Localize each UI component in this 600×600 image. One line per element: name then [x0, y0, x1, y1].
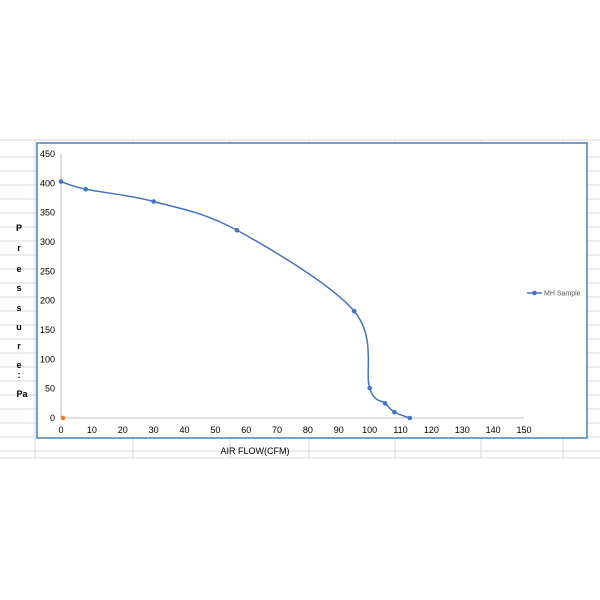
series-line	[60, 180, 411, 419]
x-tick-label: 50	[210, 425, 220, 435]
data-point[interactable]	[367, 385, 372, 391]
x-axis-title: AIR FLOW(CFM)	[220, 446, 290, 456]
y-axis-title-letter: Pa	[16, 389, 28, 399]
chart-area-border	[36, 142, 588, 439]
data-point[interactable]	[60, 415, 66, 421]
data-point[interactable]	[83, 186, 88, 192]
y-tick-label: 350	[40, 208, 55, 218]
y-axis-title-letter: e	[16, 360, 22, 370]
x-tick-label: 90	[334, 425, 344, 435]
y-tick-label: 250	[40, 266, 55, 276]
x-tick-label: 100	[362, 425, 377, 435]
data-point[interactable]	[382, 401, 388, 406]
y-tick-label: 400	[40, 178, 55, 188]
x-tick-label: 60	[241, 425, 251, 435]
y-axis-title-letter: e	[16, 264, 22, 274]
y-axis-title-letter: r	[17, 341, 21, 351]
y-axis-title-letter: s	[16, 303, 22, 313]
x-tick-label: 140	[486, 425, 501, 435]
legend-marker	[532, 290, 537, 296]
x-tick-label: 10	[87, 425, 97, 435]
x-tick-label: 110	[393, 425, 407, 435]
y-axis-title-letter: r	[17, 243, 21, 253]
data-point[interactable]	[151, 199, 156, 204]
data-point[interactable]	[407, 415, 413, 421]
y-tick-label: 0	[50, 413, 55, 423]
y-tick-label: 300	[40, 237, 55, 247]
y-axis-title-letter: P	[15, 223, 22, 233]
x-tick-label: 70	[272, 425, 282, 435]
y-axis-title-letter: u	[16, 322, 22, 332]
x-tick-label: 40	[179, 425, 189, 435]
data-point[interactable]	[234, 227, 240, 233]
x-tick-label: 80	[303, 425, 313, 435]
x-tick-label: 0	[58, 425, 63, 435]
y-axis-title-letter: :	[17, 370, 21, 380]
y-tick-label: 50	[45, 384, 55, 394]
y-tick-label: 150	[40, 325, 55, 335]
x-tick-label: 130	[455, 425, 470, 435]
y-tick-label: 200	[40, 296, 55, 306]
y-tick-label: 450	[40, 149, 55, 159]
data-point[interactable]	[392, 409, 397, 415]
y-axis-title-letter: s	[16, 283, 22, 293]
legend-label[interactable]: MH Sample	[544, 291, 581, 298]
data-point[interactable]	[351, 308, 357, 314]
data-point[interactable]	[58, 179, 64, 184]
x-tick-label: 150	[516, 425, 531, 435]
x-tick-label: 20	[118, 425, 128, 435]
x-tick-label: 120	[424, 425, 439, 435]
y-tick-label: 100	[40, 354, 55, 364]
x-tick-label: 30	[149, 425, 159, 435]
